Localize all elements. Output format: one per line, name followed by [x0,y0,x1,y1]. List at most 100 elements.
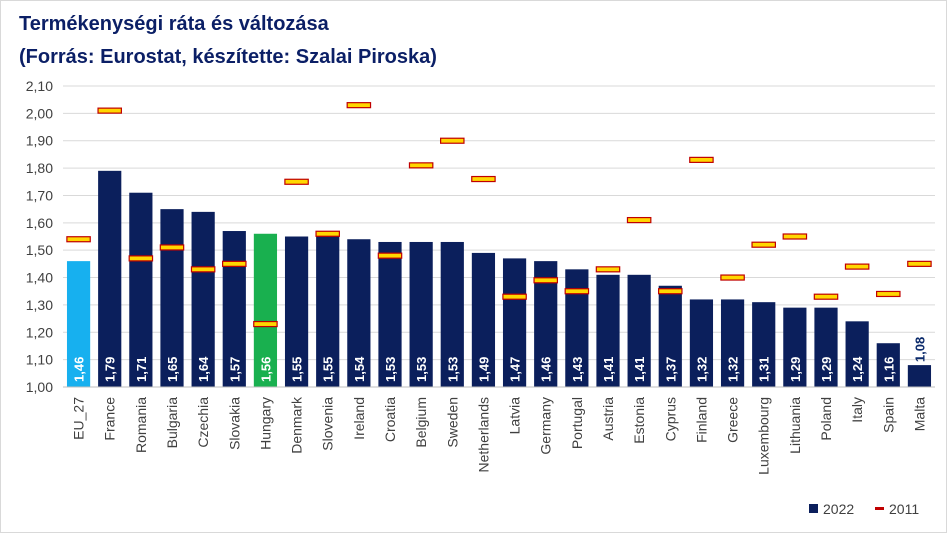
bar-2022 [907,365,932,387]
data-label: 1,79 [103,357,118,382]
marker-2011 [159,244,185,251]
bar-2022 [658,285,682,387]
x-category-label: Estonia [631,397,647,444]
bar-2022 [316,236,340,387]
data-label: 1,32 [726,357,741,382]
x-category-label: Finland [693,397,709,443]
data-label: 1,53 [414,357,429,382]
data-label: 1,41 [632,357,647,382]
legend: 2022 2011 [809,501,919,517]
x-category-label: Cyprus [662,397,678,441]
marker-2011 [502,293,527,300]
data-label: 1,31 [757,357,772,382]
data-label: 1,46 [72,357,87,382]
bar-2022 [378,241,402,387]
bar-2022 [565,269,589,387]
bar-2022 [284,236,309,387]
y-tick-label: 1,20 [26,324,53,340]
marker-2011 [782,233,808,240]
bar-2022 [876,343,900,387]
x-category-label: Spain [880,397,896,433]
bar-2022 [409,241,433,387]
data-label: 1,53 [445,357,460,382]
bar-2022 [253,233,278,387]
marker-2011 [284,178,309,185]
marker-2011 [907,260,932,267]
marker-2011 [720,274,745,281]
data-label: 1,71 [134,357,149,382]
marker-2011 [66,236,91,243]
y-tick-label: 1,10 [26,352,53,368]
data-label: 1,47 [508,357,523,382]
y-tick-label: 2,10 [26,78,53,94]
x-category-label: Netherlands [475,397,491,473]
marker-2011 [533,277,558,284]
marker-2011 [471,175,496,183]
x-category-label: Austria [600,397,616,441]
y-tick-label: 2,00 [26,105,53,121]
x-category-label: Czechia [195,397,211,448]
bar-2022 [440,241,464,387]
marker-2011 [813,293,839,300]
data-label: 1,29 [819,357,834,382]
x-category-label: Croatia [382,397,398,442]
bar-2022 [689,299,714,387]
data-label: 1,46 [539,357,554,382]
data-label: 1,65 [165,357,180,382]
x-category-label: Hungary [257,397,273,450]
bar-2022 [502,258,527,387]
x-category-label: Bulgaria [164,397,180,449]
bar-2022 [129,192,153,387]
marker-2011 [658,288,683,295]
data-label: 1,08 [912,337,927,362]
y-tick-label: 1,90 [26,133,53,149]
bar-2022 [191,211,215,387]
x-category-label: Slovakia [226,397,242,450]
data-label: 1,57 [227,357,242,382]
data-label: 1,41 [601,357,616,382]
data-label: 1,24 [850,356,865,382]
bar-2022 [222,231,246,387]
bar-2022 [534,261,558,387]
marker-2011 [97,107,122,114]
marker-2011 [751,241,776,248]
bar-2022 [347,239,371,387]
marker-2011 [876,290,901,298]
bar-2022 [752,302,776,387]
x-category-label: Italy [849,397,865,423]
marker-2011 [626,216,652,224]
data-label: 1,53 [383,357,398,382]
bar-2022 [845,321,869,387]
data-label: 1,56 [258,357,273,382]
x-category-label: France [102,397,118,441]
marker-2011 [346,102,372,109]
bar-2022 [814,307,838,387]
legend-swatch-2011 [875,507,884,510]
marker-2011 [564,288,590,295]
x-category-label: Belgium [413,397,429,448]
data-label: 1,37 [663,357,678,382]
x-category-label: Lithuania [787,397,803,454]
y-tick-label: 1,60 [26,215,53,231]
x-category-label: Germany [538,397,554,455]
marker-2011 [190,266,216,273]
chart-title: Termékenységi ráta és változása [19,13,329,35]
legend-swatch-2022 [809,504,818,513]
marker-2011 [408,162,434,169]
x-category-label: Poland [818,397,834,441]
x-category-label: Latvia [507,397,523,435]
bar-2022 [98,170,122,387]
y-tick-label: 1,30 [26,297,53,313]
x-category-label: Romania [133,397,149,453]
x-category-label: Denmark [289,396,305,454]
bar-2022 [596,274,620,387]
data-label: 1,64 [196,356,211,382]
data-label: 1,16 [881,357,896,382]
y-tick-label: 1,70 [26,187,53,203]
x-category-label: Greece [725,397,741,443]
data-label: 1,32 [694,357,709,382]
x-category-label: Portugal [569,397,585,449]
legend-label-2011: 2011 [889,501,919,517]
